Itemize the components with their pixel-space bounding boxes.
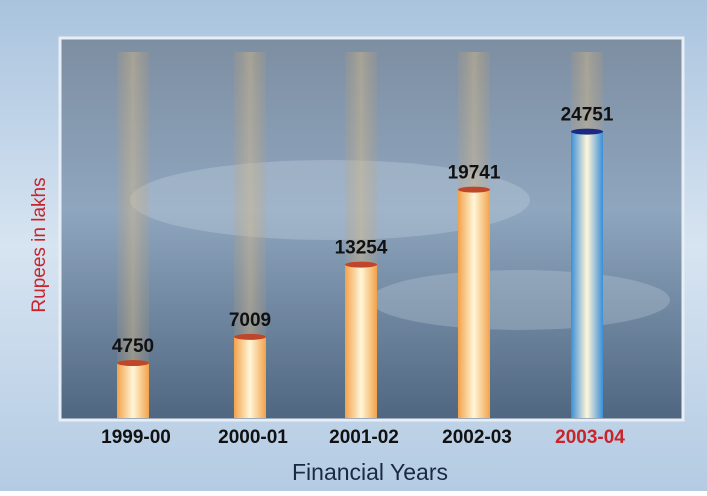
bar	[117, 363, 149, 418]
bar	[458, 189, 490, 418]
value-label: 4750	[112, 336, 154, 357]
bar-cap	[345, 261, 377, 268]
bar-ghost	[117, 52, 149, 364]
x-tick-label: 2002-03	[442, 427, 512, 448]
bar-ghost	[345, 52, 377, 265]
bar-cap	[234, 333, 266, 340]
bar-cap	[458, 186, 490, 193]
value-label: 19741	[448, 163, 501, 184]
bar-ghost	[571, 52, 603, 132]
cloud	[370, 270, 670, 330]
value-label: 13254	[335, 238, 388, 259]
x-tick-label: 2003-04	[555, 427, 625, 448]
bar	[345, 264, 377, 418]
cloud	[130, 160, 530, 240]
x-axis-title: Financial Years	[292, 459, 448, 485]
bar-cap	[571, 128, 603, 135]
x-tick-label: 1999-00	[101, 427, 171, 448]
value-label: 7009	[229, 310, 271, 331]
y-axis-title: Rupees in lakhs	[29, 177, 50, 312]
x-tick-label: 2000-01	[218, 427, 288, 448]
value-label: 24751	[561, 105, 614, 126]
x-tick-label: 2001-02	[329, 427, 399, 448]
bar-ghost	[458, 52, 490, 190]
bar	[571, 131, 603, 419]
bar-cap	[117, 360, 149, 367]
bar-ghost	[234, 52, 266, 337]
bar	[234, 336, 266, 418]
